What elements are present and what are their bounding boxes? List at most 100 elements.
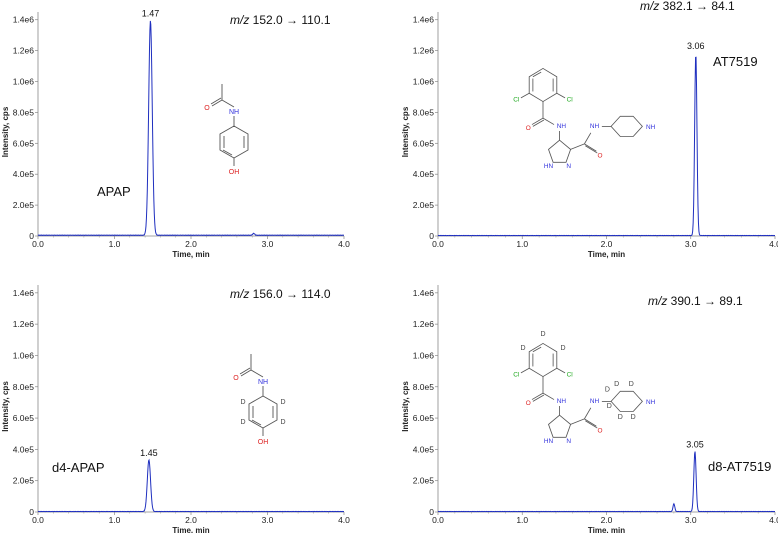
structure-at7519 [512, 67, 657, 171]
x-axis-label: Time, min [588, 526, 625, 533]
transition-values: 382.1 → 84.1 [659, 0, 735, 13]
compound-name: APAP [97, 184, 131, 199]
y-tick-label: 8.0e5 [13, 382, 35, 392]
deuterium-label: D [614, 381, 619, 388]
y-tick-label: 2.0e5 [13, 476, 35, 486]
peak-rt-label: 1.47 [142, 8, 160, 18]
y-tick-label: 4.0e5 [13, 169, 35, 179]
transition-label: m/z 390.1 → 89.1 [648, 294, 743, 308]
y-tick-label: 1.0e6 [13, 77, 35, 87]
y-tick-label: 2.0e5 [13, 200, 35, 210]
y-tick-label: 2.0e5 [413, 200, 435, 210]
deuterium-label: D [540, 331, 545, 338]
y-axis-label: Intensity, cps [1, 381, 10, 432]
peak-rt-label: 3.05 [686, 439, 704, 449]
deuterium-label: D [618, 414, 623, 421]
y-tick-label: 1.4e6 [413, 288, 435, 298]
x-tick-label: 0.0 [432, 239, 444, 249]
transition-label: m/z 156.0 → 114.0 [230, 287, 331, 301]
peak-rt-label: 1.45 [140, 448, 158, 458]
x-axis-label: Time, min [172, 526, 209, 533]
transition-values: 156.0 → 114.0 [249, 287, 330, 301]
chart-panel-top-right: 0.0 1.0 2.0 3.0 4.0 0 2.0e5 4.0e5 6.0e5 8.0e5 1.0e… [401, 0, 778, 259]
deuterium-label: D [280, 419, 285, 426]
y-tick-label: 2.0e5 [413, 476, 435, 486]
transition-label: m/z 152.0 → 110.1 [230, 13, 331, 27]
x-tick-label: 3.0 [262, 515, 274, 525]
x-tick-label: 1.0 [516, 239, 528, 249]
y-tick-label: 6.0e5 [413, 413, 435, 423]
deuterium-label: D [560, 345, 565, 352]
y-tick-label: 1.2e6 [13, 46, 35, 56]
x-tick-label: 1.0 [516, 515, 528, 525]
transition-values: 390.1 → 89.1 [667, 294, 743, 308]
x-tick-label: 2.0 [601, 239, 613, 249]
y-tick-label: 4.0e5 [413, 444, 435, 454]
y-tick-label: 1.2e6 [413, 46, 435, 56]
chart-panel-top-left: 0.0 1.0 2.0 3.0 4.0 0 2.0e5 4.0e5 6.0e5 8.0e5 1.0e… [1, 8, 350, 259]
y-tick-label: 0 [29, 231, 34, 241]
deuterium-label: D [631, 414, 636, 421]
x-tick-label: 0.0 [432, 515, 444, 525]
deuterium-label: D [520, 345, 525, 352]
compound-name: AT7519 [713, 54, 758, 69]
x-tick-label: 2.0 [185, 515, 197, 525]
y-tick-label: 1.4e6 [13, 15, 35, 25]
x-tick-label: 2.0 [185, 239, 197, 249]
chart-panel-bottom-left: 0.0 1.0 2.0 3.0 4.0 0 2.0e5 4.0e5 6.0e5 8.0e5 1.0e… [1, 285, 350, 533]
y-tick-label: 1.0e6 [413, 350, 435, 360]
y-tick-label: 1.2e6 [13, 319, 35, 329]
transition-values: 152.0 → 110.1 [249, 13, 330, 27]
transition-mz: m/z [640, 0, 659, 13]
x-tick-label: 2.0 [601, 515, 613, 525]
deuterium-label: D [605, 386, 610, 393]
y-tick-label: 1.4e6 [413, 15, 435, 25]
x-tick-label: 4.0 [338, 239, 350, 249]
y-tick-label: 6.0e5 [413, 138, 435, 148]
x-axis-label: Time, min [588, 250, 625, 259]
chromatogram-trace [37, 20, 345, 236]
x-tick-label: 3.0 [685, 515, 697, 525]
y-tick-label: 1.0e6 [413, 77, 435, 87]
y-tick-label: 1.0e6 [13, 350, 35, 360]
y-axis-label: Intensity, cps [401, 106, 410, 157]
compound-name: d8-AT7519 [708, 459, 771, 474]
x-tick-label: 4.0 [769, 515, 778, 525]
compound-name: d4-APAP [52, 460, 105, 475]
deuterium-label: D [629, 381, 634, 388]
y-tick-label: 1.4e6 [13, 288, 35, 298]
x-tick-label: 1.0 [109, 239, 121, 249]
y-axis-label: Intensity, cps [1, 106, 10, 157]
chart-panel-bottom-right: 0.0 1.0 2.0 3.0 4.0 0 2.0e5 4.0e5 6.0e5 8.0e5 1.0e… [401, 285, 778, 533]
peak-rt-label: 3.06 [687, 41, 705, 51]
transition-label: m/z 382.1 → 84.1 [640, 0, 735, 13]
x-tick-label: 3.0 [262, 239, 274, 249]
structure-d8-at7519 [512, 342, 657, 446]
x-tick-label: 0.0 [32, 239, 44, 249]
y-tick-label: 4.0e5 [413, 169, 435, 179]
transition-mz: m/z [230, 287, 249, 301]
y-tick-label: 8.0e5 [13, 107, 35, 117]
structure-apap [203, 83, 249, 177]
x-tick-label: 4.0 [769, 239, 778, 249]
y-tick-label: 0 [429, 231, 434, 241]
x-tick-label: 1.0 [109, 515, 121, 525]
deuterium-label: D [240, 419, 245, 426]
chromatogram-trace [37, 458, 345, 513]
y-tick-label: 8.0e5 [413, 107, 435, 117]
y-tick-label: 1.2e6 [413, 319, 435, 329]
y-tick-label: 4.0e5 [13, 444, 35, 454]
y-tick-label: 6.0e5 [13, 138, 35, 148]
y-tick-label: 8.0e5 [413, 382, 435, 392]
transition-mz: m/z [648, 294, 667, 308]
chromatogram-trace [437, 56, 776, 237]
deuterium-label: D [280, 399, 285, 406]
x-tick-label: 3.0 [685, 239, 697, 249]
x-tick-label: 4.0 [338, 515, 350, 525]
transition-mz: m/z [230, 13, 249, 27]
x-axis-label: Time, min [172, 250, 209, 259]
y-axis-label: Intensity, cps [401, 381, 410, 432]
chromatogram-trace [437, 451, 776, 513]
deuterium-label: D [607, 403, 612, 410]
